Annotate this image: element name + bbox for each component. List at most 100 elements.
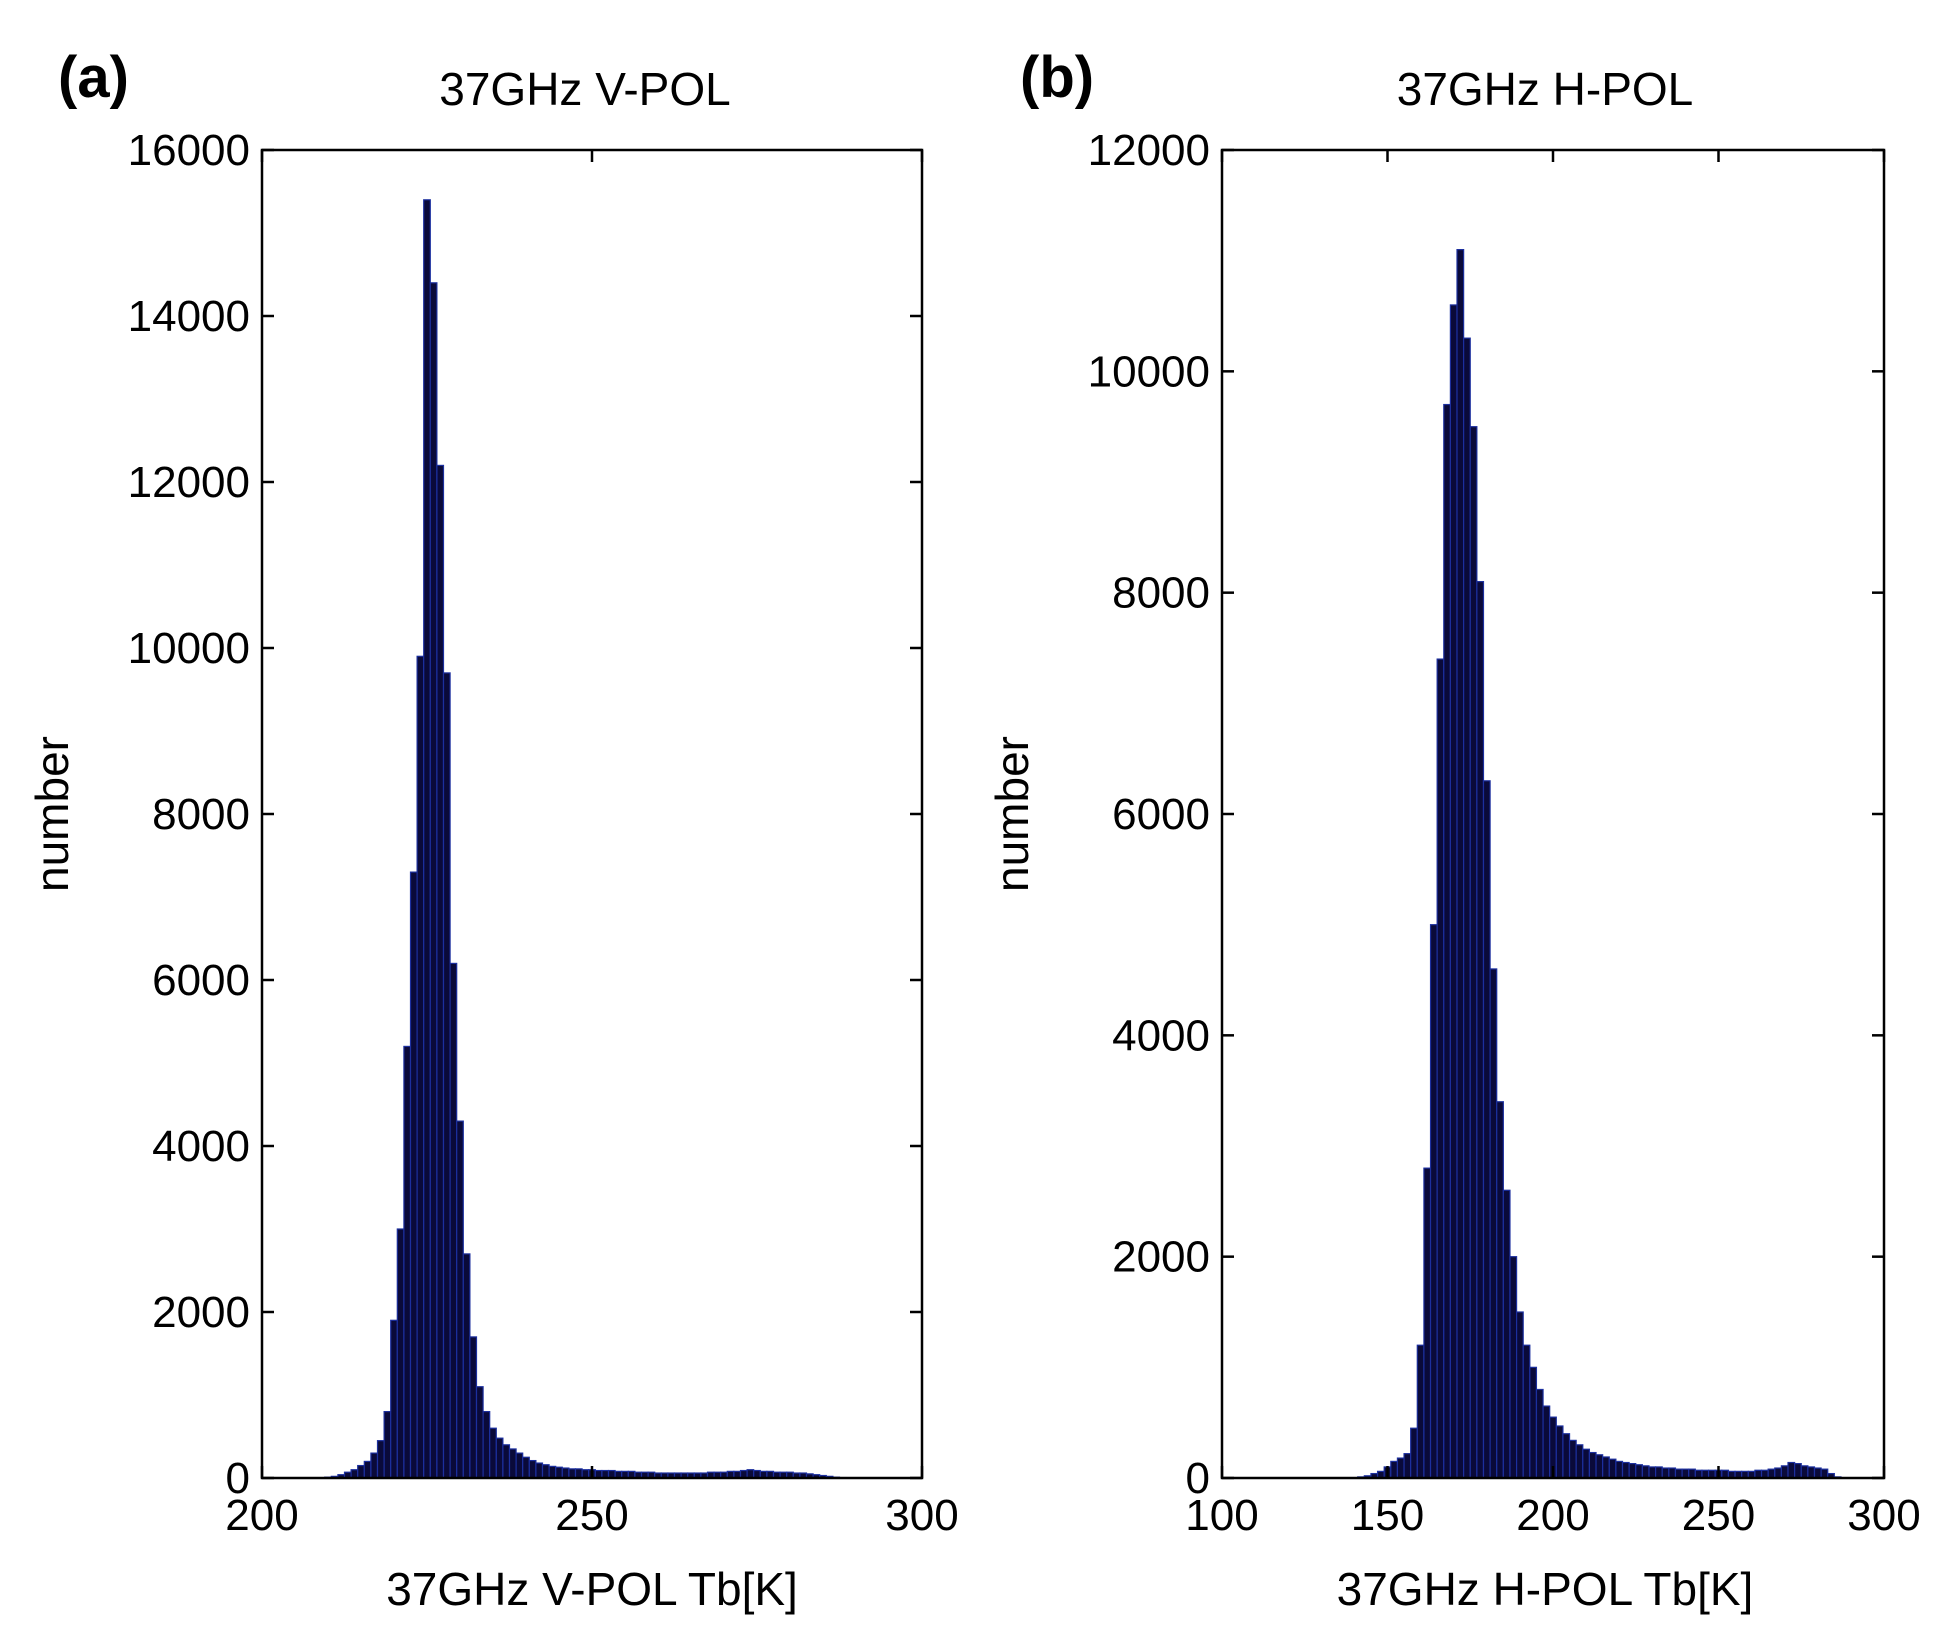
histogram-bar-b — [1529, 1366, 1538, 1479]
histogram-bar-a — [482, 1410, 491, 1479]
histogram-bar-b — [1463, 337, 1471, 1479]
histogram-bar-a — [568, 1468, 577, 1479]
x-tick-label-a: 300 — [885, 1491, 958, 1540]
histogram-bar-a — [423, 199, 431, 1479]
histogram-bar-b — [1562, 1433, 1571, 1479]
panel-label-a: (a) — [58, 45, 129, 110]
histogram-bar-a — [436, 464, 445, 1479]
histogram-bar-b — [1780, 1465, 1789, 1479]
histogram-bar-b — [1774, 1467, 1782, 1479]
histogram-bar-a — [555, 1466, 563, 1479]
histogram-panel-b: (b) 37GHz H-POL 100 150 200 250 300 0 2000 4000… — [986, 45, 1921, 1615]
histogram-bar-b — [1416, 1344, 1425, 1479]
x-axis-label-a: 37GHz V-POL Tb[K] — [386, 1563, 798, 1615]
histogram-bar-b — [1820, 1468, 1829, 1479]
histogram-bar-b — [1608, 1458, 1617, 1479]
y-axis-label-b: number — [986, 736, 1038, 892]
histogram-bar-b — [1482, 780, 1491, 1479]
histogram-bar-a — [502, 1444, 511, 1479]
histogram-bar-b — [1522, 1344, 1531, 1479]
y-tick-label-b: 0 — [1186, 1454, 1210, 1503]
histogram-bar-b — [1542, 1405, 1551, 1479]
ticks-b: 100 150 200 250 300 0 2000 4000 6000 8000 10000 120… — [1088, 126, 1921, 1540]
y-tick-label-a: 2000 — [152, 1288, 250, 1337]
histogram-bar-a — [390, 1319, 398, 1479]
y-tick-label-a: 16000 — [128, 126, 250, 175]
histogram-bar-b — [1403, 1453, 1412, 1479]
y-tick-label-a: 6000 — [152, 956, 250, 1005]
histogram-bar-a — [522, 1456, 530, 1479]
histogram-bar-a — [548, 1465, 557, 1479]
ticks-a: 200 250 300 0 2000 4000 6000 8000 10000 12000 1400… — [128, 126, 959, 1540]
y-tick-label-a: 12000 — [128, 458, 250, 507]
x-tick-label-b: 200 — [1516, 1491, 1589, 1540]
x-tick-label-a: 250 — [555, 1491, 628, 1540]
histogram-bar-a — [508, 1448, 517, 1479]
histogram-bar-b — [1436, 658, 1445, 1479]
histogram-bar-a — [515, 1452, 524, 1479]
y-tick-label-b: 8000 — [1112, 569, 1210, 618]
histogram-bar-b — [1469, 426, 1478, 1479]
histogram-bar-a — [416, 655, 425, 1479]
histogram-bar-a — [449, 962, 458, 1479]
histogram-bar-b — [1443, 403, 1451, 1479]
histogram-bar-a — [528, 1459, 537, 1479]
y-tick-label-a: 0 — [226, 1454, 250, 1503]
histogram-bar-b — [1688, 1468, 1696, 1479]
histogram-bar-b — [1661, 1467, 1670, 1479]
chart-title-a: 37GHz V-POL — [439, 63, 730, 115]
histogram-bar-b — [1602, 1456, 1610, 1479]
histogram-bar-b — [1621, 1461, 1630, 1479]
histogram-bar-b — [1595, 1454, 1604, 1479]
x-tick-label-a: 200 — [225, 1491, 298, 1540]
histogram-bar-a — [574, 1468, 583, 1479]
y-tick-label-b: 6000 — [1112, 790, 1210, 839]
histogram-bar-a — [409, 871, 418, 1479]
histogram-bar-b — [1535, 1388, 1544, 1479]
histogram-bar-b — [1794, 1463, 1802, 1479]
histogram-bar-a — [403, 1045, 412, 1479]
x-tick-label-b: 100 — [1185, 1491, 1258, 1540]
y-tick-label-b: 12000 — [1088, 126, 1210, 175]
histogram-bar-b — [1628, 1463, 1637, 1479]
plot-frame-a — [260, 148, 924, 1480]
histogram-bar-b — [1456, 249, 1465, 1479]
histogram-bar-b — [1648, 1466, 1657, 1479]
plot-frame-b — [1220, 148, 1886, 1480]
histogram-bar-a — [396, 1228, 405, 1479]
histogram-panel-a: (a) 37GHz V-POL 200 250 300 0 2000 4000 6000 80… — [26, 45, 959, 1615]
histogram-bar-b — [1568, 1439, 1577, 1479]
histogram-bar-a — [561, 1467, 570, 1479]
histogram-bar-b — [1489, 968, 1498, 1479]
histogram-bar-b — [1674, 1468, 1683, 1479]
histogram-bar-a — [541, 1464, 550, 1479]
histogram-bar-b — [1635, 1464, 1643, 1479]
histogram-bar-b — [1800, 1465, 1809, 1479]
histogram-bar-b — [1582, 1448, 1591, 1479]
histogram-bar-a — [456, 1120, 464, 1479]
histogram-bar-a — [462, 1253, 471, 1479]
histogram-bar-a — [370, 1452, 379, 1479]
histogram-bar-b — [1668, 1467, 1677, 1479]
histogram-bar-b — [1681, 1468, 1690, 1479]
histogram-bar-b — [1509, 1256, 1518, 1479]
histogram-bar-b — [1496, 1101, 1504, 1479]
histogram-bar-b — [1615, 1460, 1624, 1479]
histogram-bar-a — [535, 1462, 544, 1479]
y-tick-label-b: 2000 — [1112, 1233, 1210, 1282]
histogram-bar-b — [1641, 1465, 1650, 1479]
histogram-bar-a — [475, 1386, 484, 1479]
histogram-bar-b — [1410, 1427, 1418, 1479]
histogram-bar-a — [495, 1437, 504, 1479]
histogram-bar-b — [1502, 1189, 1511, 1479]
histogram-bar-a — [363, 1460, 372, 1479]
histogram-bar-a — [429, 282, 438, 1479]
histogram-bar-b — [1767, 1468, 1776, 1479]
bars-b — [1357, 249, 1842, 1479]
histogram-bar-b — [1429, 924, 1438, 1479]
histogram-bar-a — [376, 1440, 385, 1479]
histogram-bar-a — [489, 1427, 497, 1479]
histogram-bar-a — [357, 1464, 365, 1479]
y-tick-label-a: 8000 — [152, 790, 250, 839]
